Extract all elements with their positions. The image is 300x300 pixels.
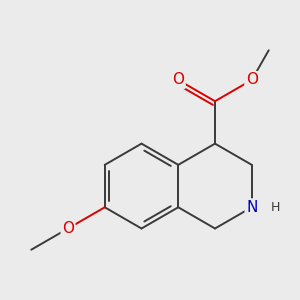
- Text: H: H: [270, 201, 280, 214]
- Text: O: O: [62, 221, 74, 236]
- Text: O: O: [172, 73, 184, 88]
- Text: O: O: [246, 73, 258, 88]
- Text: N: N: [246, 200, 257, 215]
